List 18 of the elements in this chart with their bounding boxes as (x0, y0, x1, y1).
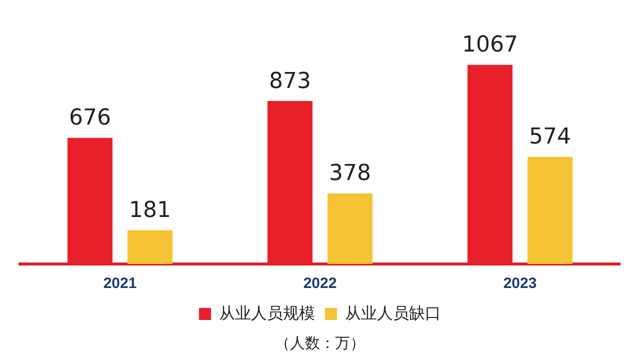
data-label: 378 (329, 161, 371, 186)
bar (68, 138, 112, 264)
bar (128, 230, 172, 264)
bar (468, 64, 512, 264)
bar (268, 101, 312, 264)
text: （人数：万） (274, 334, 366, 353)
legend-label: 从业人员规模 (219, 304, 315, 322)
x-tick-label: 2023 (503, 275, 537, 292)
x-tick-label: 2021 (103, 275, 137, 292)
legend-label: 从业人员缺口 (345, 304, 441, 322)
data-label: 873 (269, 68, 311, 94)
data-label: 574 (529, 124, 571, 150)
data-label: 676 (69, 106, 111, 131)
data-label: 181 (129, 198, 171, 223)
x-tick-label: 2022 (303, 275, 337, 292)
data-label: 1067 (462, 32, 518, 58)
bar (528, 156, 572, 264)
bar (328, 193, 372, 264)
